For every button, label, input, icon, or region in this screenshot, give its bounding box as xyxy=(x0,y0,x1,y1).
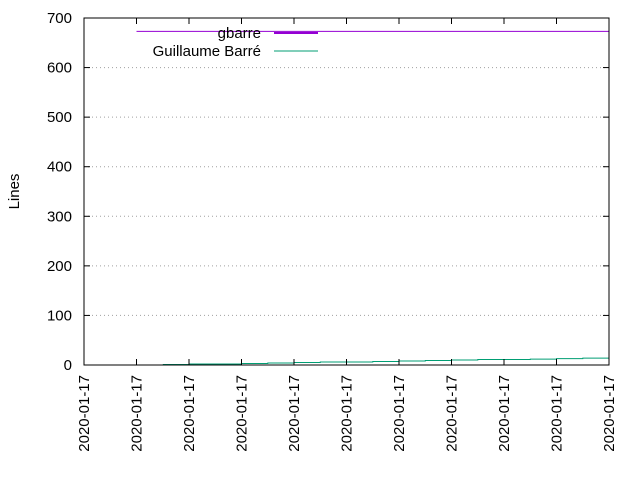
x-tick-label: 2020-01-17 xyxy=(496,375,513,452)
y-tick-label: 400 xyxy=(47,159,72,176)
series-layer xyxy=(136,30,610,365)
y-tick-label: 500 xyxy=(47,109,72,126)
x-tick-label: 2020-01-17 xyxy=(391,375,408,452)
plot-frame xyxy=(83,17,610,366)
x-tick-label: 2020-01-17 xyxy=(181,375,198,452)
legend-label: Guillaume Barré xyxy=(153,43,261,60)
x-tick-label: 2020-01-17 xyxy=(76,375,93,452)
y-tick-label: 100 xyxy=(47,307,72,324)
y-tick-label: 600 xyxy=(47,60,72,77)
x-tick-label: 2020-01-17 xyxy=(234,375,251,452)
y-tick-label: 200 xyxy=(47,258,72,275)
x-axis: 2020-01-17 2020-01-17 2020-01-17 2020-01-17… xyxy=(76,18,618,452)
y-tick-label: 300 xyxy=(47,208,72,225)
series-line xyxy=(162,357,610,365)
x-tick-label: 2020-01-17 xyxy=(601,375,618,452)
y-tick-label: 0 xyxy=(64,357,72,374)
y-axis-title: Lines xyxy=(6,174,23,210)
y-axis: 0 100 200 300 400 500 600 700 xyxy=(47,10,609,374)
x-tick-label: 2020-01-17 xyxy=(444,375,461,452)
legend-label: gbarre xyxy=(218,25,261,42)
x-tick-label: 2020-01-17 xyxy=(286,375,303,452)
x-tick-label: 2020-01-17 xyxy=(129,375,146,452)
y-tick-label: 700 xyxy=(47,10,72,27)
x-tick-label: 2020-01-17 xyxy=(549,375,566,452)
grid-lines xyxy=(84,67,609,316)
x-tick-label: 2020-01-17 xyxy=(339,375,356,452)
